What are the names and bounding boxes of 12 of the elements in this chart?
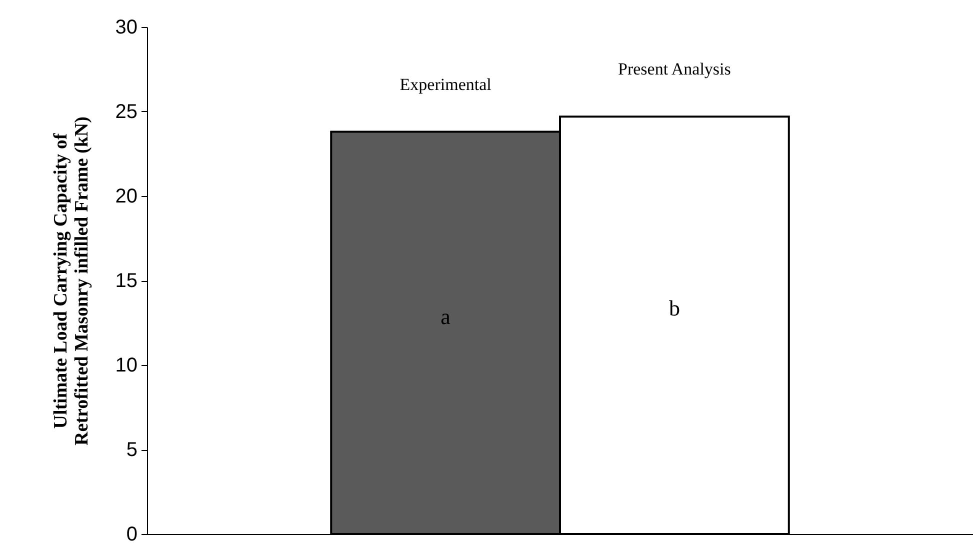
y-tick-label: 10 xyxy=(115,354,138,376)
y-tick-label: 0 xyxy=(126,524,138,543)
text: Experimental xyxy=(400,74,492,94)
y-axis-title: Ultimate Load Carrying Capacity of Retrofitted Masonry infilled Frame (kN) xyxy=(50,116,92,446)
y-tick-label: 30 xyxy=(115,16,138,38)
y-tick-label: 20 xyxy=(115,186,138,208)
y-tick-label: 15 xyxy=(115,270,138,292)
y-tick-label: 5 xyxy=(126,439,138,461)
annotation: a xyxy=(440,304,451,329)
annotation: b xyxy=(668,296,680,321)
text: Present Analysis xyxy=(618,60,731,79)
y-tick-label: 25 xyxy=(115,101,138,123)
